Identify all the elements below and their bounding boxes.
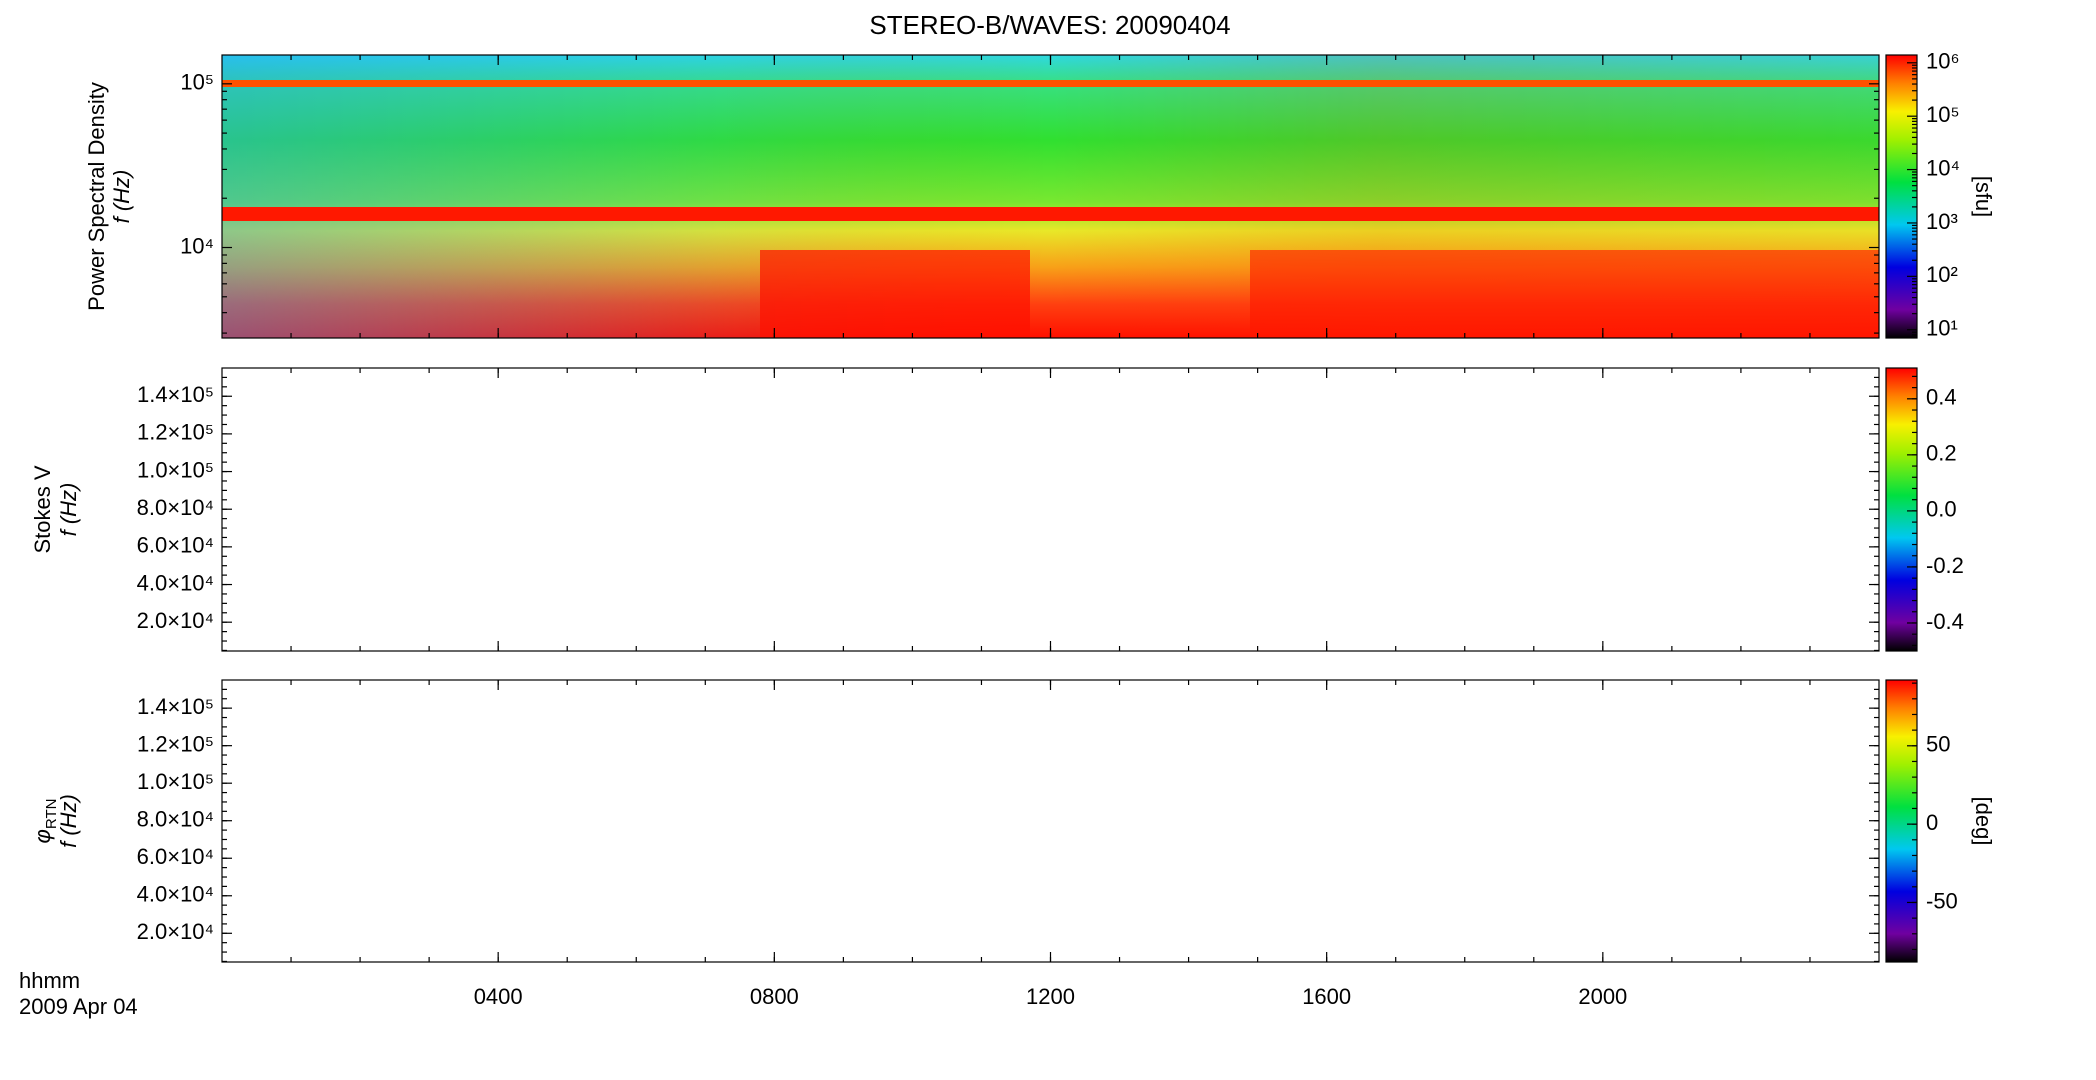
colorbar-tick-label: 0.0 [1926, 497, 1957, 522]
y-axis-label: f (Hz) [109, 170, 134, 224]
colorbar-tick-label: 10³ [1926, 209, 1958, 234]
y-tick-label: 10⁵ [180, 70, 214, 95]
plot-frame [221, 679, 1880, 963]
spectrogram-image [222, 55, 1879, 338]
y-axis-label: φRTN [30, 799, 60, 844]
colorbar [1885, 54, 1918, 339]
y-tick-label: 10⁴ [180, 233, 214, 258]
y-tick-label: 4.0×10⁴ [137, 882, 214, 907]
colorbar [1885, 367, 1918, 652]
colorbar-tick-label: 10² [1926, 262, 1958, 287]
x-axis-label: hhmm [19, 968, 80, 993]
colorbar-tick-label: 10¹ [1926, 316, 1958, 341]
x-tick-label: 0800 [750, 984, 799, 1009]
y-axis-label-text: Power Spectral Density [84, 82, 109, 311]
colorbar-tick-label: 10⁴ [1926, 155, 1960, 180]
colorbar-tick-label: -0.4 [1926, 609, 1964, 634]
x-tick-label: 1600 [1302, 984, 1351, 1009]
y-axis-label-text: f (Hz) [109, 170, 134, 224]
y-tick-label: 8.0×10⁴ [137, 807, 214, 832]
y-axis-label-text: f (Hz) [56, 794, 81, 848]
y-tick-label: 1.0×10⁵ [137, 457, 214, 482]
plot-frame [221, 367, 1880, 652]
y-tick-label: 1.2×10⁵ [137, 420, 214, 445]
y-axis-label: Power Spectral Density [84, 82, 109, 311]
y-axis-label: f (Hz) [56, 483, 81, 537]
x-tick-label: 1200 [1026, 984, 1075, 1009]
y-axis-label-text: f (Hz) [56, 483, 81, 537]
colorbar-tick-label: 50 [1926, 732, 1950, 757]
colorbar-tick-label: 0 [1926, 810, 1938, 835]
colorbar-tick-label: 0.4 [1926, 385, 1957, 410]
chart-title: STEREO-B/WAVES: 20090404 [869, 10, 1230, 40]
y-axis-label: Stokes V [30, 465, 55, 553]
y-tick-label: 2.0×10⁴ [137, 608, 214, 633]
y-tick-label: 6.0×10⁴ [137, 533, 214, 558]
colorbar-tick-label: 0.2 [1926, 441, 1957, 466]
y-tick-label: 6.0×10⁴ [137, 844, 214, 869]
y-tick-label: 1.4×10⁵ [137, 382, 214, 407]
colorbar-tick-label: 10⁶ [1926, 49, 1960, 74]
colorbar [1885, 679, 1918, 963]
y-tick-label: 4.0×10⁴ [137, 570, 214, 595]
y-tick-label: 1.4×10⁵ [137, 694, 214, 719]
y-tick-label: 2.0×10⁴ [137, 919, 214, 944]
colorbar-label: [deg] [1971, 797, 1996, 846]
y-tick-label: 8.0×10⁴ [137, 495, 214, 520]
colorbar-tick-label: -0.2 [1926, 553, 1964, 578]
colorbar-tick-label: 10⁵ [1926, 102, 1960, 127]
y-tick-label: 1.0×10⁵ [137, 769, 214, 794]
y-axis-label-subscript: RTN [43, 799, 60, 830]
colorbar-tick-label: -50 [1926, 888, 1958, 913]
x-tick-label: 0400 [474, 984, 523, 1009]
y-axis-label: f (Hz) [56, 794, 81, 848]
y-axis-label-text: Stokes V [30, 465, 55, 553]
x-axis-label: 2009 Apr 04 [19, 994, 138, 1019]
y-tick-label: 1.2×10⁵ [137, 731, 214, 756]
colorbar-label: [sfu] [1971, 176, 1996, 218]
y-axis-label-text: φ [30, 829, 55, 843]
x-tick-label: 2000 [1578, 984, 1627, 1009]
